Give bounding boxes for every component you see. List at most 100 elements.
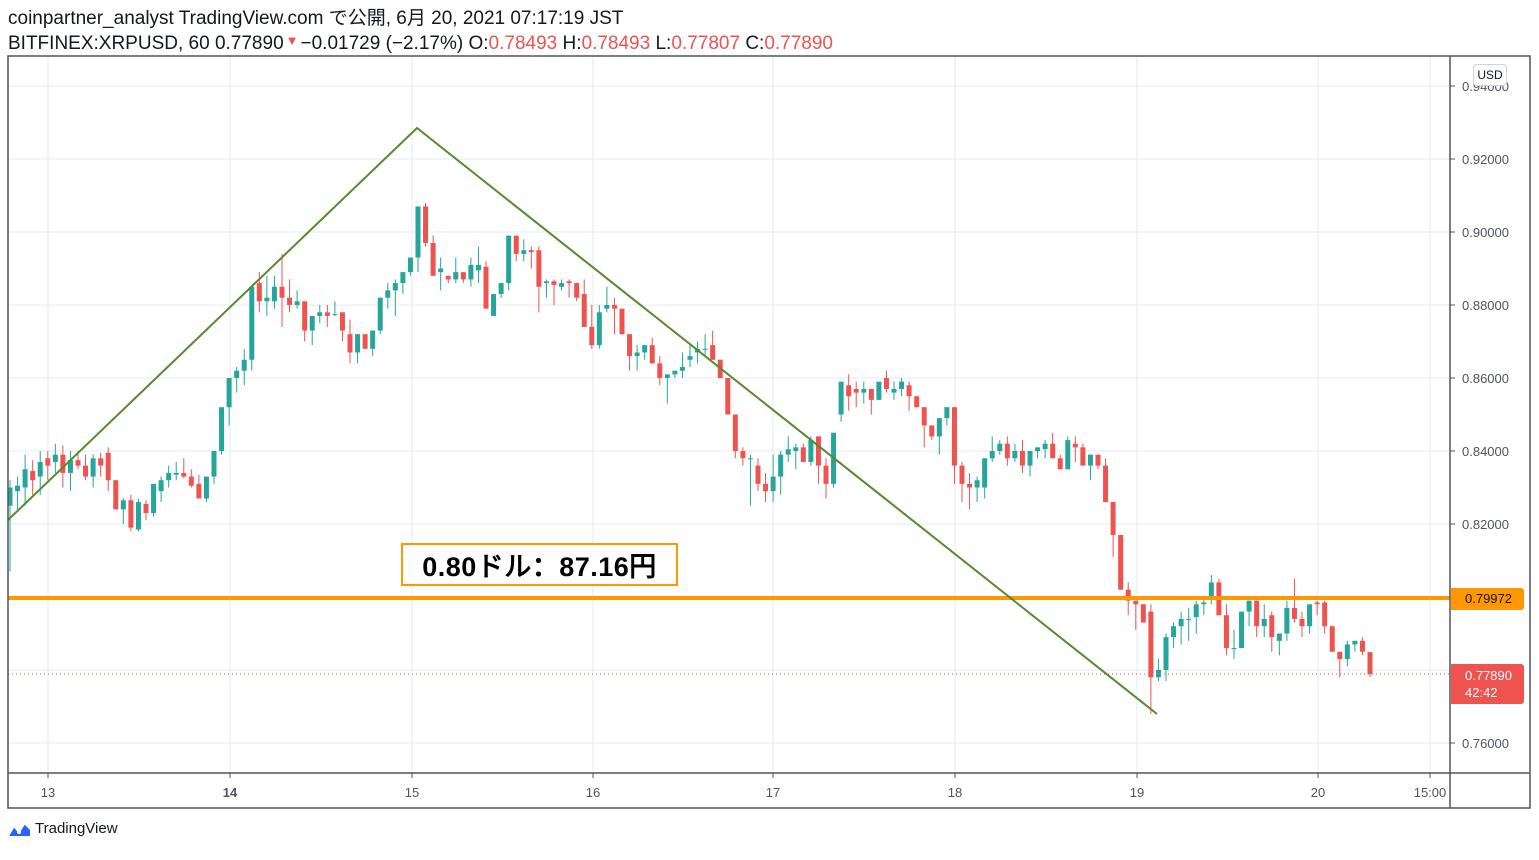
candle-body (1133, 600, 1139, 605)
candle-body (438, 268, 444, 273)
candle-body (536, 250, 542, 287)
candle-body (1019, 451, 1025, 466)
candle-body (377, 297, 383, 331)
candle-body (1057, 458, 1063, 470)
candle-body (249, 286, 255, 360)
candle-body (370, 330, 376, 349)
close-value: 0.77890 (764, 33, 833, 54)
candle-body (1239, 611, 1245, 649)
time-axis-label: 15:00 (1414, 785, 1447, 800)
candle-body (596, 312, 602, 346)
candle-body (1080, 447, 1086, 466)
candle-body (838, 381, 844, 415)
candle-body (906, 385, 912, 397)
time-axis-label: 18 (948, 785, 962, 800)
candle-body (989, 451, 995, 459)
candle-body (120, 500, 126, 510)
candle-body (1261, 618, 1267, 627)
last-price: 0.77890 (214, 33, 284, 54)
candle-body (234, 370, 240, 378)
tradingview-brand[interactable]: TradingView (7, 820, 118, 837)
close-label: C: (745, 33, 765, 54)
candle-body (196, 483, 202, 499)
candle-body (203, 476, 209, 499)
candle-body (770, 476, 776, 492)
time-axis-label: 15 (405, 785, 419, 800)
trendline-drawing[interactable] (7, 126, 1158, 715)
candle-body (604, 305, 610, 309)
candle-body (498, 283, 504, 295)
candle-body (936, 418, 942, 437)
candle-body (876, 381, 882, 400)
candle-body (1322, 602, 1328, 627)
open-label: O: (468, 33, 489, 54)
open-value: 0.78493 (488, 33, 558, 54)
candle-body (166, 472, 172, 481)
candle-body (105, 452, 111, 481)
candle-body (1352, 640, 1358, 645)
candle-body (60, 454, 66, 473)
price-axis-label: 0.86000 (1462, 371, 1509, 386)
candle-body (1276, 633, 1282, 641)
candle-body (1269, 615, 1275, 638)
candle-body (158, 480, 164, 492)
candle-body (15, 485, 21, 492)
symbol-name[interactable]: BITFINEX:XRPUSD, 60 (8, 33, 210, 54)
time-axis-label: 20 (1311, 785, 1325, 800)
candle-body (899, 381, 905, 389)
candle-body (324, 312, 330, 316)
candle-body (332, 314, 338, 316)
candle-body (400, 272, 406, 284)
candle-body (1155, 670, 1161, 678)
candle-body (1012, 451, 1018, 459)
candle-body (740, 451, 746, 459)
candle-body (967, 483, 973, 488)
candle-body (98, 458, 104, 466)
candle-body (67, 460, 73, 473)
candle-body (687, 356, 693, 360)
price-axis-label: 0.76000 (1462, 736, 1509, 751)
candle-body (513, 235, 519, 254)
candle-body (226, 378, 232, 408)
candle-body (430, 242, 436, 276)
candle-body (1284, 607, 1290, 634)
candle-body (264, 297, 270, 302)
candle-body (362, 334, 368, 349)
brand-name: TradingView (35, 820, 118, 837)
candle-body (1004, 443, 1010, 459)
candle-body (1299, 618, 1305, 627)
candle-body (634, 352, 640, 357)
candle-body (75, 460, 81, 466)
candle-body (755, 465, 761, 484)
chart-frame (7, 55, 1531, 809)
hline-price-tag: 0.79972 (1451, 588, 1524, 610)
candle-body (627, 334, 633, 357)
candle-body (710, 345, 716, 360)
candle-body (52, 454, 58, 462)
high-label: H: (562, 33, 582, 54)
currency-badge[interactable]: USD (1473, 64, 1507, 86)
candle-body (1042, 443, 1048, 450)
candle-body (566, 281, 572, 284)
candle-body (135, 502, 141, 530)
candle-body (173, 472, 179, 475)
candle-body (944, 407, 950, 419)
candle-body (1254, 600, 1260, 627)
candle-body (664, 374, 670, 378)
candle-body (339, 312, 345, 331)
candle-body (294, 301, 300, 305)
down-arrow-icon: ▼ (285, 33, 299, 48)
candle-body (188, 476, 194, 486)
high-value: 0.78493 (581, 33, 651, 54)
candle-body (271, 286, 277, 302)
candle-body (823, 465, 829, 484)
candle-body (1072, 443, 1078, 448)
candle-body (1087, 454, 1093, 466)
last-price-tag: 0.77890 42:42 (1451, 664, 1524, 704)
price-annotation-box[interactable]: 0.80ドル：87.16円 (401, 543, 678, 586)
candle-body (642, 345, 648, 353)
candle-body (483, 266, 489, 309)
candle-body (506, 235, 512, 284)
